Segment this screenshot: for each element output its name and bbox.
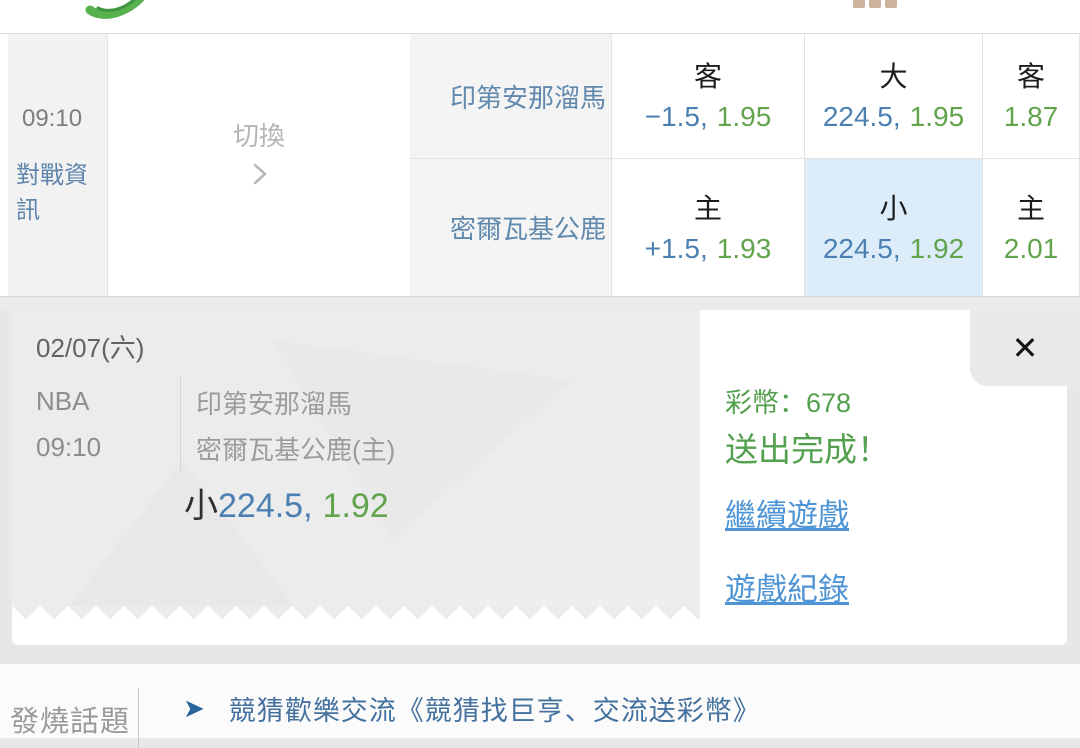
switch-market-button[interactable]: 切換	[108, 20, 410, 282]
away-team-name: 印第安那溜馬	[450, 82, 607, 113]
over-total-cell[interactable]: 大 224.5, 1.95	[805, 34, 983, 159]
clipped-header-text-fragment	[853, 0, 909, 8]
bet-line: 224.5,	[218, 487, 313, 525]
receipt-home-team: 密爾瓦基公鹿(主)	[196, 435, 396, 465]
away-moneyline-cell[interactable]: 客 1.87	[983, 34, 1080, 159]
green-swoosh-logo-icon	[85, 0, 145, 19]
bet-time: 09:10	[36, 432, 102, 462]
home-team-name: 密爾瓦基公鹿	[450, 214, 607, 244]
submit-success-message: 送出完成！	[725, 431, 890, 468]
hot-topics-label: 發燒話題	[10, 706, 131, 738]
receipt-zigzag-edge	[12, 606, 700, 620]
receipt-bet-selection: 小224.5, 1.92	[184, 478, 389, 527]
moneyline-side-label: 主	[1016, 192, 1045, 224]
under-total-cell-selected[interactable]: 小 224.5, 1.92	[805, 159, 983, 296]
promo-banner-link[interactable]: ➤ 競猜歡樂交流《競猜找巨亨、交流送彩幣》	[183, 689, 761, 728]
handicap-odds: 1.95	[716, 101, 772, 132]
moneyline-side-label: 客	[1016, 61, 1045, 92]
arrow-right-icon: ➤	[183, 693, 205, 723]
promo-text: 競猜歡樂交流《競猜找巨亨、交流送彩幣》	[228, 696, 761, 726]
continue-game-link[interactable]: 繼續遊戲	[725, 498, 849, 533]
close-dialog-button[interactable]: ✕	[970, 310, 1080, 386]
section-divider	[0, 298, 1080, 310]
bet-odds: 1.92	[322, 487, 389, 525]
total-line: 224.5,	[822, 232, 901, 264]
bet-receipt: 02/07(六) NBA 09:10 印第安那溜馬 密爾瓦基公鹿(主) 小224…	[12, 310, 700, 606]
home-team-cell: 密爾瓦基公鹿	[410, 159, 612, 296]
home-handicap-cell[interactable]: 主 +1.5, 1.93	[612, 159, 805, 296]
handicap-side-label: 客	[693, 61, 722, 92]
total-side-label: 小	[879, 192, 908, 224]
bet-date: 02/07(六)	[36, 333, 145, 363]
chevron-right-icon	[253, 163, 267, 184]
bet-league: NBA	[36, 386, 90, 416]
handicap-line: −1.5,	[644, 101, 708, 132]
footer-divider	[138, 688, 139, 748]
away-handicap-cell[interactable]: 客 −1.5, 1.95	[612, 34, 805, 159]
away-team-cell: 印第安那溜馬	[410, 34, 612, 159]
total-odds: 1.95	[909, 101, 965, 132]
match-info-link[interactable]: 對戰資訊	[16, 162, 88, 224]
home-moneyline-cell[interactable]: 主 2.01	[983, 159, 1080, 296]
total-odds: 1.92	[909, 232, 965, 264]
moneyline-odds: 1.87	[1003, 101, 1059, 132]
handicap-line: +1.5,	[644, 232, 708, 264]
game-history-link[interactable]: 遊戲紀錄	[725, 572, 849, 607]
total-line: 224.5,	[822, 101, 901, 132]
odds-table: 09:10 對戰資訊 印第安那溜馬 客 −1.5, 1.95 大 224.5, 1.…	[0, 33, 1080, 297]
handicap-odds: 1.93	[716, 232, 772, 264]
receipt-away-team: 印第安那溜馬	[196, 389, 353, 419]
handicap-side-label: 主	[693, 192, 722, 224]
close-icon: ✕	[1011, 330, 1039, 366]
coins-balance: 彩幣：678	[725, 388, 852, 418]
top-header	[0, 0, 1080, 33]
bet-pick: 小	[184, 487, 218, 525]
switch-label: 切換	[232, 120, 285, 151]
watermark-triangle	[442, 470, 682, 606]
moneyline-odds: 2.01	[1003, 232, 1059, 264]
total-side-label: 大	[879, 61, 908, 92]
match-time: 09:10	[22, 105, 83, 132]
match-time-cell: 09:10 對戰資訊	[0, 34, 108, 296]
footer-section: 發燒話題 ➤ 競猜歡樂交流《競猜找巨亨、交流送彩幣》	[0, 663, 1080, 748]
receipt-divider	[180, 376, 181, 474]
